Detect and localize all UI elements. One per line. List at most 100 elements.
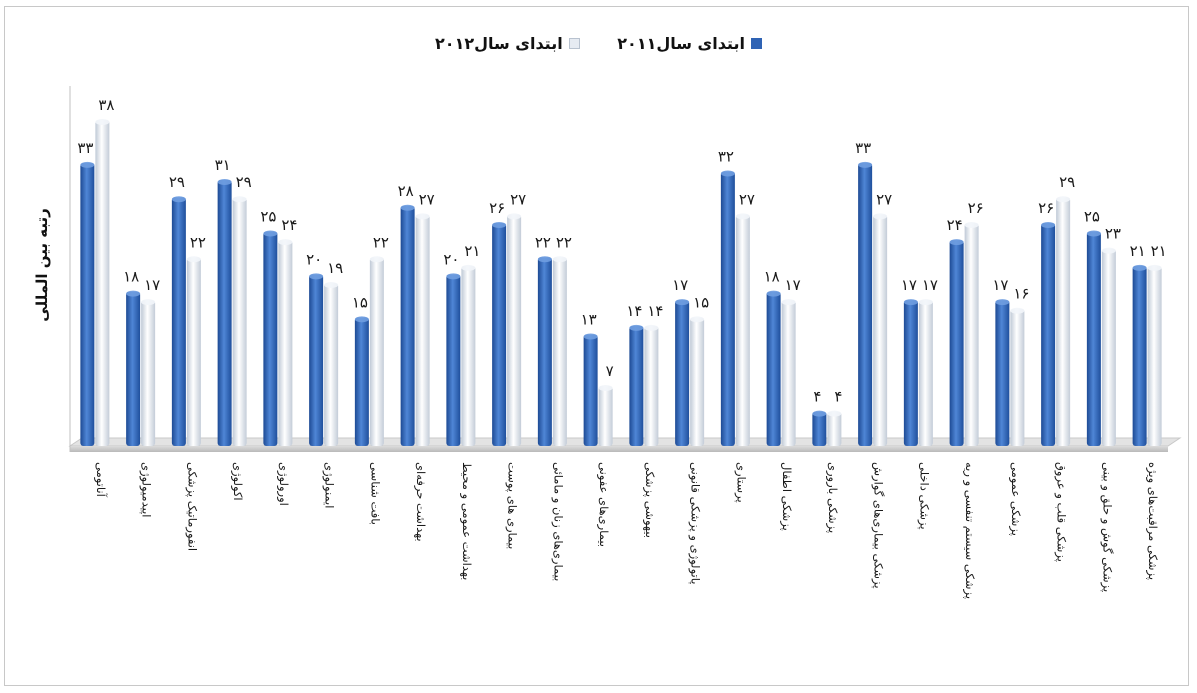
bar-2011-14 xyxy=(720,171,735,446)
bar-2012-11 xyxy=(598,385,613,446)
bar-2011-11 xyxy=(583,334,598,446)
bar-cap-2012-17 xyxy=(873,213,888,220)
data-label-2011-7: ۲۸ xyxy=(398,182,414,200)
bar-2011-9 xyxy=(492,222,507,446)
x-tick-label-8: بهداشت عمومی و محیط xyxy=(459,462,474,580)
bar-2012-23 xyxy=(1147,265,1162,446)
x-tick-label-17: پزشکی بیماری‌های گوارش xyxy=(871,462,886,589)
data-label-2012-5: ۱۹ xyxy=(327,259,343,277)
bar-cap-2012-9 xyxy=(507,213,522,220)
data-label-2011-15: ۱۸ xyxy=(764,268,780,286)
bar-cap-2012-20 xyxy=(1010,307,1025,314)
bar-cap-2011-7 xyxy=(400,204,415,211)
x-tick-label-16: پزشکی باروری xyxy=(825,462,840,533)
bar-2011-23 xyxy=(1132,265,1147,446)
bar-cap-2011-8 xyxy=(446,273,461,280)
data-label-2011-8: ۲۰ xyxy=(443,250,459,268)
bar-2011-1 xyxy=(126,291,141,446)
bar-2011-0 xyxy=(80,162,95,447)
data-label-2012-11: ۷ xyxy=(606,362,614,380)
bar-cap-2012-11 xyxy=(598,384,613,391)
bar-cap-2011-0 xyxy=(80,161,95,168)
bar-cap-2011-17 xyxy=(858,161,873,168)
data-label-2012-3: ۲۹ xyxy=(236,173,252,191)
bar-2011-2 xyxy=(171,197,186,446)
data-label-2012-13: ۱۵ xyxy=(693,293,709,311)
bar-2012-1 xyxy=(141,300,156,446)
bar-cap-2012-7 xyxy=(415,213,430,220)
x-tick-label-20: پزشکی عمومی xyxy=(1008,462,1023,536)
bar-2012-13 xyxy=(690,317,705,446)
data-label-2011-22: ۲۵ xyxy=(1084,208,1100,226)
bar-2012-14 xyxy=(735,214,750,446)
data-label-2012-14: ۲۷ xyxy=(739,190,755,208)
bar-cap-2011-4 xyxy=(263,230,278,237)
legend-item-2011: ابتدای سال۲۰۱۱ xyxy=(617,34,762,53)
bar-cap-2011-15 xyxy=(766,290,781,297)
x-tick-label-11: بیماری‌های عفونی xyxy=(596,462,611,547)
bar-2012-16 xyxy=(827,411,842,446)
bar-2011-13 xyxy=(675,300,690,446)
bar-2012-7 xyxy=(415,214,430,446)
bar-cap-2011-2 xyxy=(171,196,186,203)
x-tick-label-18: پزشکی داخلی xyxy=(916,462,931,530)
bar-cap-2012-1 xyxy=(141,299,156,306)
data-label-2011-2: ۲۹ xyxy=(169,173,185,191)
x-tick-label-1: اپیدمیولوژی xyxy=(139,462,154,517)
data-label-2011-5: ۲۰ xyxy=(306,250,322,268)
x-tick-label-10: بیماری‌های زنان و مامائی xyxy=(550,462,565,581)
data-label-2012-20: ۱۶ xyxy=(1013,285,1029,303)
bar-cap-2011-5 xyxy=(309,273,324,280)
x-tick-label-0: آناتومی xyxy=(93,462,108,498)
bar-2012-15 xyxy=(781,300,796,446)
x-tick-label-4: اورولوژی xyxy=(276,462,291,506)
bar-cap-2012-14 xyxy=(735,213,750,220)
bar-cap-2011-12 xyxy=(629,324,644,331)
data-label-2012-0: ۳۸ xyxy=(98,96,114,114)
bar-2011-3 xyxy=(217,180,232,447)
bar-cap-2011-13 xyxy=(675,299,690,306)
data-label-2011-17: ۳۳ xyxy=(855,139,871,157)
bar-cap-2011-3 xyxy=(217,179,232,186)
data-label-2012-23: ۲۱ xyxy=(1151,242,1167,260)
bar-cap-2011-9 xyxy=(492,221,507,228)
data-label-2012-7: ۲۷ xyxy=(419,190,435,208)
bar-2011-10 xyxy=(537,257,552,446)
x-tick-label-21: پزشکی قلب و عروق xyxy=(1054,462,1069,562)
chart-legend: ابتدای سال۲۰۱۱ ابتدای سال۲۰۱۲ xyxy=(0,34,1197,53)
data-label-2011-13: ۱۷ xyxy=(672,276,688,294)
bar-cap-2012-19 xyxy=(964,221,979,228)
bar-2011-16 xyxy=(812,411,827,446)
bar-cap-2011-6 xyxy=(354,316,369,323)
data-label-2012-15: ۱۷ xyxy=(785,276,801,294)
bar-cap-2011-14 xyxy=(720,170,735,177)
data-label-2012-6: ۲۲ xyxy=(373,233,389,251)
bar-2012-0 xyxy=(95,120,110,446)
bar-cap-2012-12 xyxy=(644,324,659,331)
bar-2011-8 xyxy=(446,274,461,446)
bar-cap-2011-11 xyxy=(583,333,598,340)
bar-2011-21 xyxy=(1041,222,1056,446)
data-label-2011-0: ۳۳ xyxy=(77,139,93,157)
bar-2012-10 xyxy=(552,257,567,446)
data-label-2012-4: ۲۴ xyxy=(281,216,297,234)
data-label-2012-9: ۲۷ xyxy=(510,190,526,208)
data-label-2011-23: ۲۱ xyxy=(1130,242,1146,260)
bar-cap-2012-15 xyxy=(781,299,796,306)
bar-cap-2012-8 xyxy=(461,264,476,271)
bar-2012-20 xyxy=(1010,308,1025,446)
bar-2012-2 xyxy=(186,257,201,446)
bar-2012-17 xyxy=(873,214,888,446)
data-label-2011-1: ۱۸ xyxy=(123,268,139,286)
bar-cap-2012-22 xyxy=(1101,247,1116,254)
data-label-2012-16: ۴ xyxy=(834,388,842,406)
bar-2011-12 xyxy=(629,325,644,446)
data-label-2011-10: ۲۲ xyxy=(535,233,551,251)
x-tick-label-19: پزشکی سیستم تنفسی و ریه xyxy=(962,462,977,599)
bar-cap-2011-16 xyxy=(812,410,827,417)
bar-2011-20 xyxy=(995,300,1010,446)
data-label-2012-17: ۲۷ xyxy=(876,190,892,208)
data-label-2012-10: ۲۲ xyxy=(556,233,572,251)
bar-cap-2011-20 xyxy=(995,299,1010,306)
bar-2011-19 xyxy=(949,240,964,446)
